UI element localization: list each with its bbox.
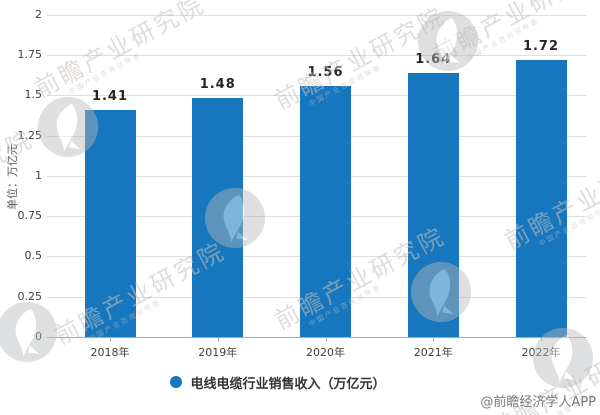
gridline [47, 296, 586, 298]
gridline [47, 95, 586, 97]
watermark-text: 前瞻产业研究院中国产业咨询领导者 [50, 236, 231, 351]
watermark-text: 前瞻产业研究院中国产业咨询领导者 [500, 141, 600, 256]
legend-label: 电线电缆行业销售收入（万亿元） [190, 376, 386, 392]
x-tick-label: 2022年 [521, 346, 561, 359]
legend: 电线电缆行业销售收入（万亿元） [0, 372, 578, 392]
watermark-text: 前瞻产业研究院中国产业咨询领导者 [30, 0, 211, 104]
y-tick-label: 0.25 [17, 289, 43, 303]
x-tick-mark [541, 337, 542, 341]
gridline [47, 256, 586, 258]
watermark-text: 前瞻产业研究院中国产业咨询领导者 [270, 1, 451, 116]
watermark-text: 前瞻产业研究院中国产业咨询领导者 [270, 221, 451, 336]
y-tick-label: 0.75 [17, 209, 43, 223]
watermark-logo-icon [410, 261, 472, 323]
y-axis-title: 单位：万亿元 [6, 144, 19, 210]
gridline [47, 216, 586, 218]
y-tick-label: 0.5 [24, 249, 43, 263]
watermark-logo-icon [532, 327, 594, 389]
bar-value-label: 1.72 [522, 38, 560, 54]
x-tick-label: 2019年 [198, 346, 238, 359]
bar [407, 72, 459, 337]
gridline [47, 14, 586, 16]
bar-value-label: 1.56 [307, 64, 344, 80]
watermark-text: 前瞻产业研究院中国产业咨询领导者 [486, 329, 600, 415]
bar-value-label: 1.41 [91, 88, 129, 104]
legend-marker-icon [170, 376, 183, 388]
bar [192, 98, 244, 337]
x-tick-mark [325, 337, 327, 341]
x-tick-mark [110, 337, 111, 341]
watermark-logo-icon [37, 96, 99, 158]
y-tick-label: 1.5 [24, 88, 43, 102]
x-tick-label: 2021年 [413, 346, 453, 359]
watermark-logo-icon [204, 187, 266, 249]
bar [515, 59, 567, 337]
source-credit: @前瞻经济学人APP [480, 395, 596, 410]
x-tick-mark [217, 337, 219, 341]
x-tick-label: 2018年 [90, 346, 130, 359]
y-tick-label: 2 [35, 7, 42, 21]
y-tick-label: 1.25 [17, 128, 43, 142]
watermark-logo-icon [417, 10, 479, 72]
y-tick-label: 1 [35, 168, 42, 182]
watermark-text: 前瞻产业研究院中国产业咨询领导者 [428, 0, 600, 70]
x-tick-mark [433, 337, 435, 341]
gridline [47, 135, 586, 137]
zero-axis-line [47, 337, 586, 338]
y-tick-label: 1.75 [17, 47, 43, 61]
bar [300, 85, 351, 337]
x-tick-label: 2020年 [306, 346, 345, 359]
bar-value-label: 1.64 [415, 51, 452, 67]
gridline [47, 175, 586, 177]
bar [84, 109, 136, 337]
y-tick-label: 0 [35, 330, 42, 343]
watermark-logo-icon [0, 301, 58, 363]
bar-value-label: 1.48 [199, 77, 236, 93]
gridline [47, 54, 586, 56]
